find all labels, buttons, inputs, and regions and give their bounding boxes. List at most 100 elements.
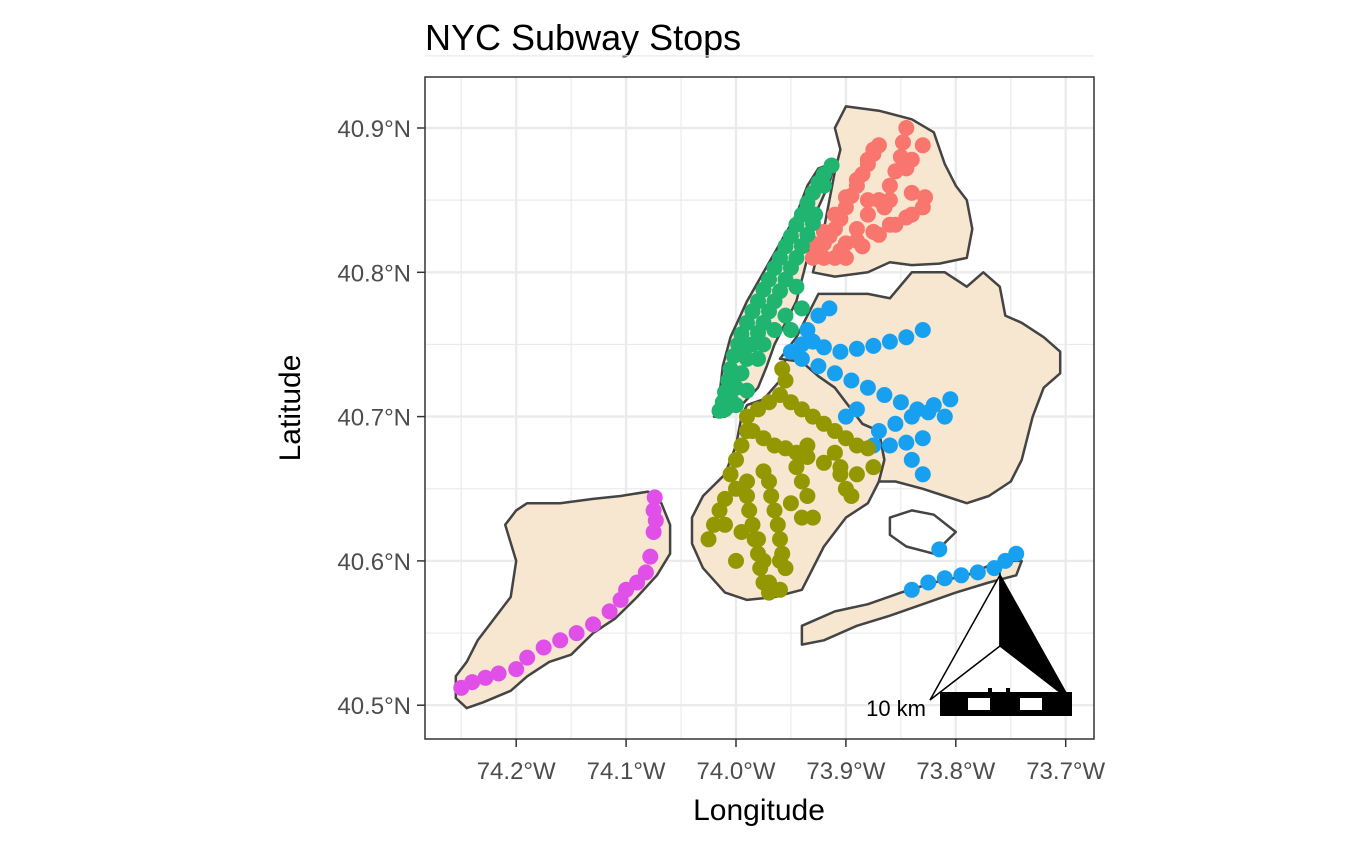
subway-stop-point: [552, 632, 569, 649]
panel-border: [424, 76, 1095, 740]
subway-stop-point: [865, 459, 882, 476]
subway-stop-point: [728, 552, 744, 569]
stop-series-1: [804, 120, 933, 266]
subway-stop-point: [848, 171, 865, 188]
subway-stop-point: [969, 564, 986, 581]
subway-stop-point: [807, 206, 824, 223]
subway-stop-point: [464, 674, 481, 691]
borough-rockaway: [800, 559, 1023, 646]
subway-stop-point: [903, 408, 920, 425]
y-axis: 40.9°N 40.8°N 40.7°N 40.6°N 40.5°N: [337, 116, 425, 720]
subway-stop-point: [772, 531, 788, 548]
x-tick-label: 73.9°W: [806, 758, 885, 785]
subway-stop-point: [585, 616, 602, 633]
subway-stop-point: [645, 502, 662, 519]
subway-stop-point: [892, 394, 909, 411]
subway-stop-point: [717, 490, 733, 507]
x-tick-label: 73.7°W: [1026, 758, 1105, 785]
subway-stop-point: [642, 548, 659, 565]
x-tick-label: 74.0°W: [697, 758, 776, 785]
subway-stop-point: [920, 574, 937, 591]
subway-stop-point: [799, 322, 816, 338]
subway-stop-point: [815, 454, 832, 471]
subway-stop-point: [761, 473, 777, 490]
subway-stop-point: [793, 473, 810, 490]
subway-stop-point: [876, 387, 893, 403]
map-title: NYC Subway Stops: [425, 17, 741, 58]
subway-stop-point: [815, 249, 832, 266]
subway-stop-point: [777, 307, 794, 324]
subway-stop-point: [848, 401, 865, 418]
subway-stop-point: [706, 516, 722, 533]
subway-stop-point: [815, 177, 832, 194]
y-tick-label: 40.9°N: [337, 116, 411, 143]
subway-stop-point: [799, 488, 816, 504]
scale-bar-label: 10 km: [866, 696, 926, 721]
subway-stop-point: [920, 404, 937, 421]
subway-stop-point: [881, 177, 898, 194]
subway-stop-point: [739, 382, 755, 399]
subway-stop-point: [942, 391, 959, 408]
subway-stop-point: [837, 249, 854, 266]
subway-stop-point: [898, 329, 915, 346]
subway-stop-point: [903, 184, 920, 201]
subway-stop-point: [755, 336, 772, 353]
scale-bar: [940, 688, 1072, 716]
subway-stop-point: [490, 665, 507, 682]
subway-stop-point: [793, 509, 810, 526]
subway-stop-point: [804, 509, 821, 526]
subway-stop-point: [733, 343, 750, 360]
subway-stop-point: [815, 223, 832, 240]
subway-stop-point: [728, 397, 744, 414]
subway-stop-point: [903, 581, 920, 598]
subway-stop-point: [917, 189, 933, 206]
subway-stop-point: [766, 322, 783, 338]
subway-stop-point: [881, 437, 898, 454]
y-tick-label: 40.8°N: [337, 260, 411, 287]
subway-stop-point: [870, 423, 887, 439]
subway-stop-point: [535, 639, 552, 656]
subway-stop-point: [799, 437, 816, 454]
y-tick-label: 40.5°N: [337, 693, 411, 720]
subway-stop-point: [782, 495, 799, 512]
subway-stop-point: [865, 337, 882, 354]
subway-stop-point: [788, 459, 805, 476]
stop-series-4: [700, 361, 882, 601]
subway-stop-point: [788, 278, 805, 295]
subway-stop-point: [903, 451, 920, 468]
subway-stop-point: [799, 449, 816, 465]
subway-stop-point: [750, 350, 766, 367]
subway-stop-point: [832, 466, 849, 483]
x-axis: 74.2°W 74.1°W 74.0°W 73.9°W 73.8°W 73.7°W: [477, 739, 1106, 785]
subway-stop-point: [722, 466, 739, 483]
x-tick-label: 74.1°W: [587, 758, 666, 785]
subway-stop-point: [741, 502, 758, 519]
subway-stop-point: [733, 437, 750, 454]
subway-stop-point: [766, 502, 783, 519]
subway-stop-point: [859, 206, 876, 223]
x-tick-label: 74.2°W: [477, 758, 556, 785]
subway-stop-point: [903, 151, 920, 168]
subway-stop-point: [823, 157, 840, 174]
subway-stop-point: [733, 524, 750, 540]
y-tick-label: 40.6°N: [337, 549, 411, 576]
subway-stop-point: [898, 434, 915, 451]
subway-stop-point: [793, 350, 810, 367]
subway-stop-point: [601, 603, 618, 620]
subway-stop-point: [865, 141, 882, 158]
subway-stop-point: [769, 516, 786, 533]
subway-stop-point: [793, 300, 810, 317]
subway-stop-point: [477, 669, 494, 686]
subway-stop-point: [848, 340, 865, 357]
subway-stop-point: [914, 466, 931, 483]
subway-stop-point: [739, 488, 755, 504]
subway-stop-point: [810, 358, 827, 375]
subway-stop-point: [887, 415, 904, 432]
north-arrow-icon: [929, 572, 1071, 701]
subway-stop-point: [859, 192, 876, 209]
subway-stop-point: [870, 226, 887, 243]
subway-stop-point: [821, 300, 838, 317]
subway-stop-point: [717, 516, 733, 533]
